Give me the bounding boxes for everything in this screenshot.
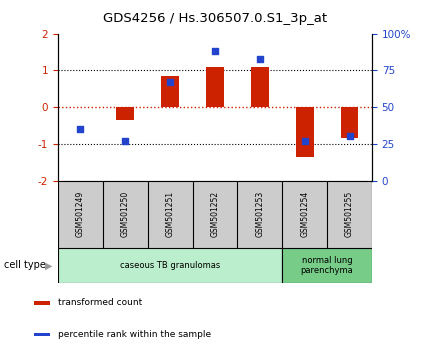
Text: GDS4256 / Hs.306507.0.S1_3p_at: GDS4256 / Hs.306507.0.S1_3p_at <box>103 12 327 25</box>
Text: GSM501253: GSM501253 <box>255 191 264 237</box>
Point <box>256 56 263 62</box>
Point <box>77 126 84 132</box>
Text: cell type: cell type <box>4 261 46 270</box>
Text: GSM501251: GSM501251 <box>166 191 175 237</box>
Point <box>167 79 174 85</box>
Text: ▶: ▶ <box>45 261 52 270</box>
Text: transformed count: transformed count <box>58 298 143 307</box>
Bar <box>341 107 359 138</box>
Bar <box>34 301 50 304</box>
Text: GSM501254: GSM501254 <box>300 191 309 237</box>
Text: normal lung
parenchyma: normal lung parenchyma <box>301 256 353 275</box>
Text: GSM501255: GSM501255 <box>345 191 354 237</box>
Text: GSM501249: GSM501249 <box>76 191 85 237</box>
Text: GSM501250: GSM501250 <box>121 191 130 237</box>
Point <box>301 138 308 144</box>
Bar <box>282 248 372 283</box>
Bar <box>117 107 134 120</box>
Text: caseous TB granulomas: caseous TB granulomas <box>120 261 220 270</box>
Bar <box>58 248 282 283</box>
Point <box>212 48 218 54</box>
Text: GSM501252: GSM501252 <box>211 191 219 237</box>
Point <box>122 138 129 144</box>
Point <box>346 133 353 139</box>
Bar <box>161 76 179 107</box>
Bar <box>296 107 313 157</box>
Bar <box>34 333 50 336</box>
Bar <box>206 67 224 107</box>
Bar <box>251 67 269 107</box>
Text: percentile rank within the sample: percentile rank within the sample <box>58 330 212 339</box>
